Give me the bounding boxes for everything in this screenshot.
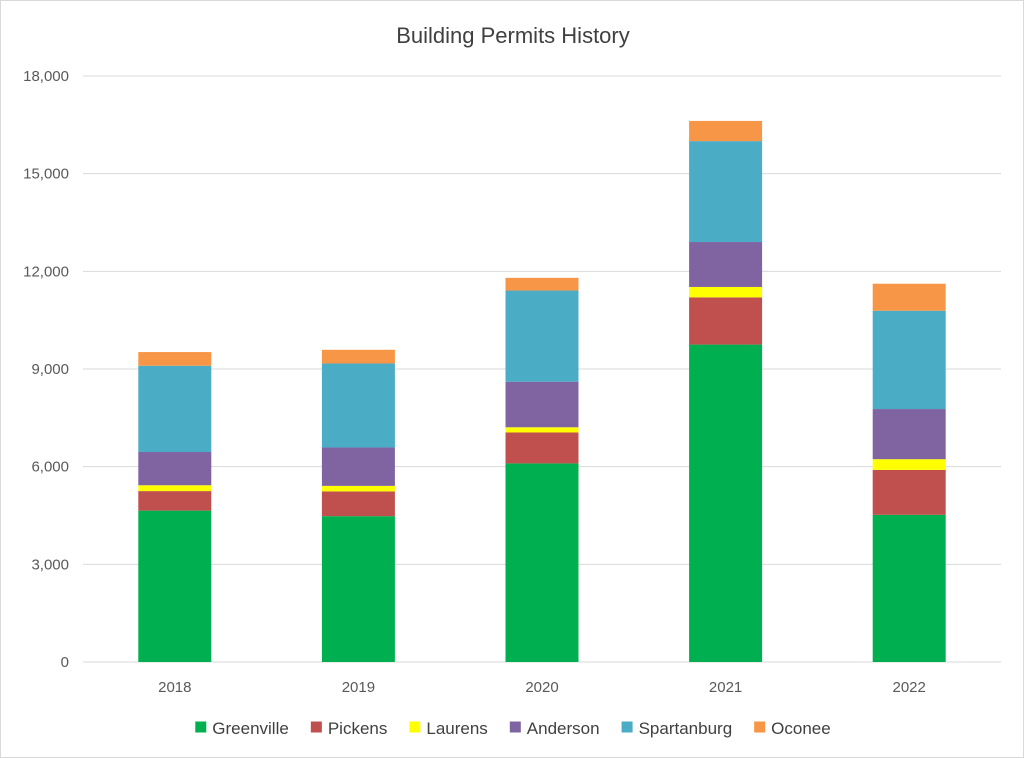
y-tick-label: 3,000	[31, 556, 69, 573]
bar-segment-greenville-2022	[872, 514, 946, 662]
bar-segment-anderson-2020	[505, 381, 579, 428]
x-tick-label: 2019	[342, 679, 375, 696]
y-tick-label: 9,000	[31, 361, 69, 378]
bars	[138, 120, 946, 662]
bar-segment-spartanburg-2018	[138, 365, 212, 453]
legend-item-anderson: Anderson	[509, 719, 600, 738]
bar-segment-laurens-2019	[321, 485, 395, 492]
x-tick-label: 2020	[525, 679, 558, 696]
bar-segment-pickens-2019	[321, 491, 395, 517]
x-tick-label: 2018	[158, 679, 191, 696]
y-tick-label: 18,000	[23, 68, 69, 85]
bar-segment-oconee-2020	[505, 277, 579, 291]
bar-segment-spartanburg-2022	[872, 310, 946, 410]
bar-segment-oconee-2019	[321, 349, 395, 364]
bar-segment-anderson-2019	[321, 447, 395, 486]
legend-swatch	[754, 721, 766, 733]
bar-segment-spartanburg-2019	[321, 363, 395, 448]
legend-item-spartanburg: Spartanburg	[621, 719, 733, 738]
bar-segment-oconee-2018	[138, 352, 212, 366]
legend-label: Oconee	[771, 719, 831, 738]
legend-swatch	[310, 721, 322, 733]
bar-segment-spartanburg-2020	[505, 290, 579, 382]
x-tick-label: 2021	[709, 679, 742, 696]
bar-segment-anderson-2022	[872, 409, 946, 460]
bar-segment-oconee-2022	[872, 283, 946, 311]
bar-segment-greenville-2019	[321, 516, 395, 662]
legend-item-oconee: Oconee	[754, 719, 831, 738]
bar-segment-spartanburg-2021	[689, 141, 763, 243]
legend-label: Laurens	[426, 719, 487, 738]
bar-segment-laurens-2018	[138, 485, 212, 492]
bar-segment-anderson-2021	[689, 242, 763, 287]
bar-segment-laurens-2022	[872, 459, 946, 470]
legend-label: Anderson	[527, 719, 600, 738]
legend-swatch	[195, 721, 207, 733]
legend: Greenville Pickens Laurens Anderson Spartanb…	[195, 719, 831, 738]
bar-segment-pickens-2021	[689, 297, 763, 345]
legend-swatch	[509, 721, 521, 733]
bar-segment-greenville-2020	[505, 463, 579, 662]
legend-item-greenville: Greenville	[195, 719, 289, 738]
bar-segment-oconee-2021	[689, 120, 763, 142]
y-tick-label: 15,000	[23, 166, 69, 183]
y-tick-label: 6,000	[31, 459, 69, 476]
legend-item-pickens: Pickens	[310, 719, 388, 738]
legend-label: Greenville	[212, 719, 289, 738]
legend-swatch	[621, 721, 633, 733]
y-tick-label: 12,000	[23, 263, 69, 280]
bar-segment-pickens-2022	[872, 469, 946, 515]
legend-label: Spartanburg	[639, 719, 733, 738]
y-axis-tick-labels: 0 3,000 6,000 9,000 12,000 15,000 18,000	[23, 68, 69, 671]
bar-segment-pickens-2020	[505, 432, 579, 464]
bar-segment-laurens-2020	[505, 427, 579, 433]
bar-segment-greenville-2018	[138, 510, 212, 662]
bar-segment-laurens-2021	[689, 286, 763, 298]
legend-label: Pickens	[328, 719, 388, 738]
bar-segment-greenville-2021	[689, 344, 763, 662]
chart-title: Building Permits History	[396, 23, 630, 48]
legend-item-laurens: Laurens	[409, 719, 488, 738]
x-tick-label: 2022	[893, 679, 926, 696]
x-axis-tick-labels: 2018 2019 2020 2021 2022	[158, 679, 926, 696]
bar-segment-pickens-2018	[138, 491, 212, 511]
legend-swatch	[409, 721, 421, 733]
bar-segment-anderson-2018	[138, 452, 212, 486]
y-tick-label: 0	[61, 654, 69, 671]
